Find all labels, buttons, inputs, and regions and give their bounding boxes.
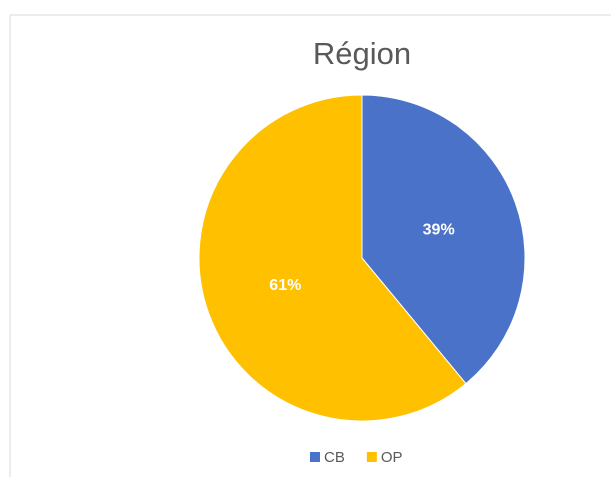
- pie-slice: [198, 94, 467, 422]
- data-label: 39%: [423, 222, 455, 239]
- legend-label: CB: [324, 449, 345, 466]
- legend-label: OP: [381, 449, 403, 466]
- chart-title: Région: [313, 36, 411, 71]
- legend-swatch: [366, 452, 377, 462]
- pie-slice: [361, 94, 526, 385]
- data-label: 61%: [269, 277, 301, 294]
- legend-swatch: [310, 452, 320, 462]
